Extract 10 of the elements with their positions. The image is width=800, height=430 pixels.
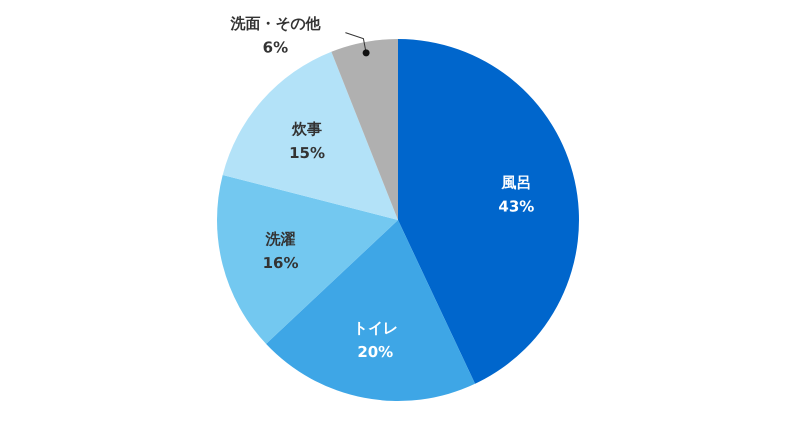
data-label: 6% <box>262 38 288 57</box>
slice-label: 炊事 <box>291 120 322 138</box>
data-label: 43% <box>498 198 534 216</box>
data-label: 15% <box>289 144 325 162</box>
slice-label: 洗面・その他 <box>229 14 322 33</box>
data-label: 16% <box>262 254 298 272</box>
data-label: 20% <box>357 343 394 362</box>
slice-label: トイレ <box>352 319 398 338</box>
slice-label: 風呂 <box>500 174 532 192</box>
slice-label: 洗濯 <box>264 230 296 248</box>
